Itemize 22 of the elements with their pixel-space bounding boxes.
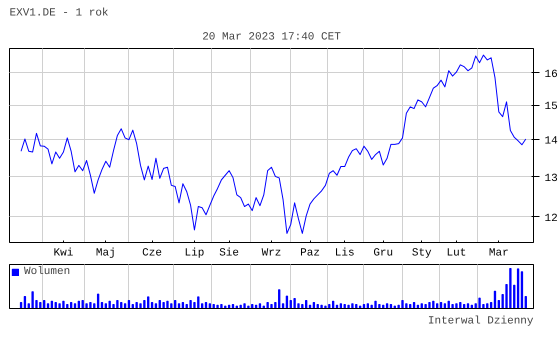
- y-tick-label: 15: [544, 101, 558, 114]
- chart-title: EXV1.DE - 1 rok: [10, 8, 109, 20]
- x-tick-label: Maj: [96, 248, 116, 260]
- x-tick-label: Mar: [488, 248, 509, 260]
- chart-subtitle: 20 Mar 2023 17:40 CET: [202, 32, 342, 44]
- x-tick-label: Lut: [446, 248, 466, 260]
- x-tick-label: Cze: [142, 248, 162, 260]
- x-tick-label: Kwi: [54, 248, 74, 260]
- x-tick-label: Paz: [300, 248, 320, 260]
- legend-label: Wolumen: [24, 266, 70, 278]
- line-series: [20, 54, 526, 234]
- x-tick-label: Sie: [219, 248, 240, 260]
- x-tick-label: Wrz: [262, 248, 282, 260]
- x-tick-label: Gru: [373, 248, 394, 260]
- y-tick-label: 14: [544, 136, 558, 148]
- y-tick-label: 12: [544, 212, 558, 225]
- x-tick-label: Lis: [334, 248, 355, 260]
- y-tick-label: 13: [544, 172, 558, 185]
- x-tick-label: Lip: [184, 248, 204, 260]
- y-tick-label: 16: [544, 68, 558, 81]
- x-tick-label: Sty: [412, 248, 432, 260]
- text: Interwal Dzienny: [428, 316, 534, 328]
